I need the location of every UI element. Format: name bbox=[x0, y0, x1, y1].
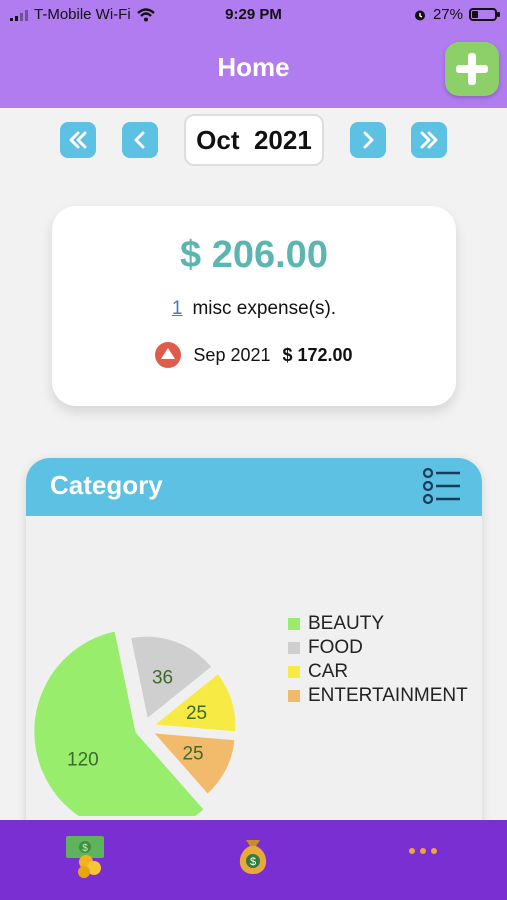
carrier-label: T-Mobile Wi-Fi bbox=[34, 6, 131, 23]
pie-slice-car[interactable] bbox=[147, 670, 239, 735]
more-dots-icon bbox=[409, 848, 437, 854]
alarm-icon bbox=[414, 10, 425, 20]
legend-label: FOOD bbox=[308, 637, 363, 658]
jump-back-button[interactable] bbox=[60, 122, 96, 158]
jump-forward-button[interactable] bbox=[411, 122, 447, 158]
pie-label-car: 25 bbox=[186, 703, 207, 724]
double-chevron-left-icon bbox=[69, 131, 87, 149]
status-bar: T-Mobile Wi-Fi 9:29 PM 27% bbox=[0, 0, 507, 30]
legend-label: BEAUTY bbox=[308, 613, 385, 634]
tab-budget[interactable]: $ bbox=[228, 830, 278, 880]
status-left: T-Mobile Wi-Fi bbox=[10, 6, 155, 23]
previous-month-total: $ 172.00 bbox=[282, 344, 353, 365]
category-title: Category bbox=[50, 470, 163, 500]
expense-count-line: 1 misc expense(s). bbox=[52, 298, 456, 320]
tab-expenses[interactable]: $ bbox=[62, 830, 112, 880]
previous-month-label: Sep 2021 bbox=[193, 344, 271, 365]
legend-item-food: FOOD bbox=[288, 636, 468, 660]
pie-label-food: 36 bbox=[152, 667, 173, 688]
expense-count-link[interactable]: 1 bbox=[171, 298, 183, 319]
list-view-icon[interactable] bbox=[422, 466, 462, 506]
legend-swatch bbox=[288, 666, 300, 678]
category-card: Category 120 36 25 25 BEAUTY FOOD CAR ENTERTAI… bbox=[26, 458, 482, 838]
pie-label-beauty: 120 bbox=[67, 750, 99, 771]
signal-icon bbox=[10, 9, 28, 21]
legend-item-car: CAR bbox=[288, 660, 468, 684]
legend-label: CAR bbox=[308, 661, 349, 682]
clock: 9:29 PM bbox=[225, 6, 282, 23]
status-right: 27% bbox=[413, 6, 500, 23]
pie-label-entertainment: 25 bbox=[182, 744, 203, 765]
summary-card: $ 206.00 1 misc expense(s). Sep 2021 $ 17… bbox=[52, 206, 456, 406]
tab-more[interactable] bbox=[398, 830, 448, 880]
chevron-left-icon bbox=[134, 131, 145, 149]
battery-icon bbox=[469, 8, 500, 21]
legend-swatch bbox=[288, 618, 300, 630]
money-bag-icon: $ bbox=[239, 840, 267, 874]
next-month-button[interactable] bbox=[350, 122, 386, 158]
chart-legend: BEAUTY FOOD CAR ENTERTAINMENT bbox=[288, 612, 468, 708]
svg-text:$: $ bbox=[250, 856, 256, 868]
wifi-icon bbox=[136, 7, 155, 21]
increase-arrow-icon bbox=[155, 342, 182, 368]
pie-slice-entertainment[interactable] bbox=[147, 729, 238, 798]
tab-bar: $ $ bbox=[0, 820, 507, 900]
category-pie-chart[interactable]: 120 36 25 25 bbox=[26, 516, 276, 816]
legend-item-entertainment: ENTERTAINMENT bbox=[288, 684, 468, 708]
add-expense-button[interactable] bbox=[445, 42, 499, 96]
money-coins-icon: $ bbox=[66, 836, 104, 878]
battery-percent: 27% bbox=[432, 6, 463, 23]
pie-slice-food[interactable] bbox=[127, 633, 216, 724]
svg-text:$: $ bbox=[82, 843, 88, 854]
legend-swatch bbox=[288, 690, 300, 702]
previous-month-button[interactable] bbox=[122, 122, 158, 158]
double-chevron-right-icon bbox=[420, 131, 438, 149]
category-header: Category bbox=[26, 458, 482, 516]
page-title: Home bbox=[217, 52, 290, 82]
total-amount: $ 206.00 bbox=[180, 234, 328, 276]
legend-label: ENTERTAINMENT bbox=[308, 685, 468, 706]
previous-month-comparison: Sep 2021 $ 172.00 bbox=[52, 342, 456, 368]
pie-slice-beauty[interactable] bbox=[31, 627, 208, 816]
expense-count-label: misc expense(s). bbox=[192, 298, 337, 319]
current-month[interactable]: Oct 2021 bbox=[184, 114, 324, 166]
app-header: T-Mobile Wi-Fi 9:29 PM 27% Home bbox=[0, 0, 507, 108]
legend-swatch bbox=[288, 642, 300, 654]
chevron-right-icon bbox=[363, 131, 374, 149]
legend-item-beauty: BEAUTY bbox=[288, 612, 468, 636]
